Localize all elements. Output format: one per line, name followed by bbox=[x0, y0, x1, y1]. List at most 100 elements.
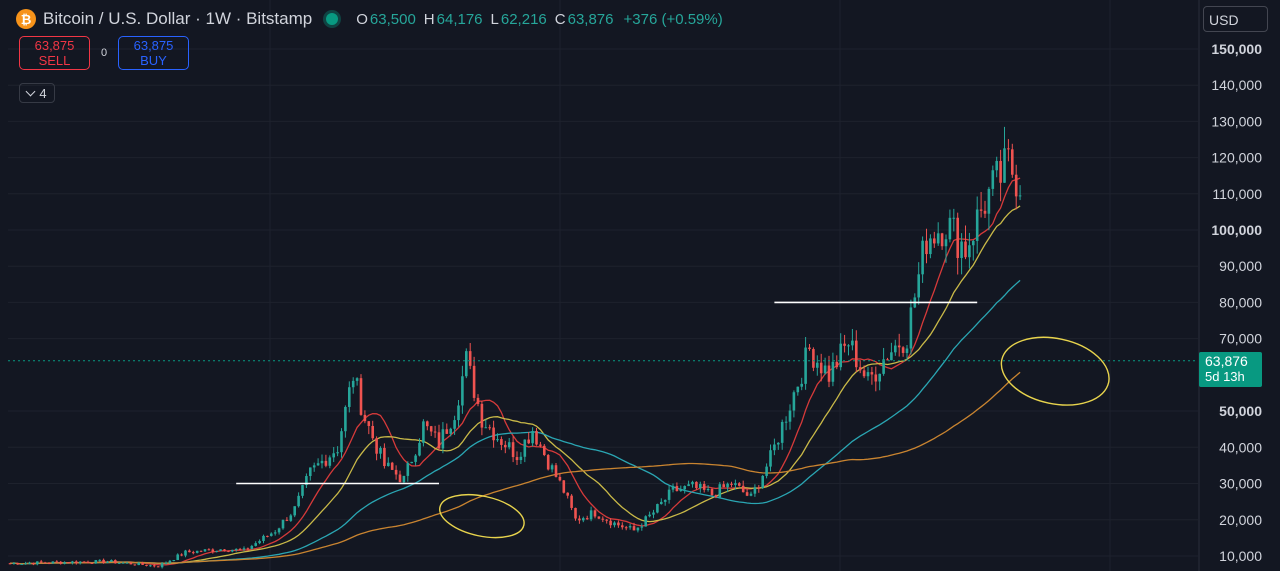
candle-body bbox=[605, 519, 608, 521]
price-axis[interactable]: 150,000 140,000 130,000 120,000 110,000 100,0… bbox=[1211, 41, 1262, 564]
candle-body bbox=[223, 549, 226, 551]
candle-body bbox=[437, 432, 441, 449]
open-label: O bbox=[356, 10, 368, 28]
sell-button[interactable]: 63,875 SELL bbox=[19, 36, 90, 70]
candle-body bbox=[320, 460, 324, 464]
candle-body bbox=[192, 552, 195, 554]
candle-body bbox=[394, 469, 398, 475]
candle-body bbox=[878, 373, 881, 382]
candle-body bbox=[964, 241, 967, 258]
buy-label: BUY bbox=[140, 53, 167, 68]
candle-body bbox=[164, 562, 168, 564]
candle-body bbox=[601, 518, 605, 520]
candle-body bbox=[160, 563, 164, 568]
candle-body bbox=[270, 533, 273, 536]
candle-body bbox=[995, 160, 998, 171]
candle-body bbox=[504, 444, 507, 448]
candle-body bbox=[1007, 148, 1010, 150]
candle-body bbox=[340, 431, 343, 453]
indicators-toggle-button[interactable]: 4 bbox=[19, 83, 55, 103]
currency-select[interactable]: USD bbox=[1203, 6, 1268, 32]
candle-body bbox=[117, 562, 121, 564]
candle-body bbox=[667, 489, 671, 500]
candle-body bbox=[63, 562, 66, 564]
candle-body bbox=[1018, 195, 1022, 197]
candle-body bbox=[328, 457, 332, 466]
candle-body bbox=[714, 495, 718, 498]
candle-body bbox=[285, 519, 289, 521]
symbol-title[interactable]: Bitcoin / U.S. Dollar · 1W · Bitstamp bbox=[43, 9, 313, 28]
candle-body bbox=[894, 345, 897, 353]
candle-body bbox=[293, 506, 296, 516]
market-status-dot-icon[interactable] bbox=[326, 13, 339, 25]
candle-body bbox=[909, 307, 913, 349]
candle-body bbox=[231, 549, 234, 552]
candle-body bbox=[1003, 148, 1006, 183]
candle-body bbox=[433, 431, 437, 433]
candle-body bbox=[309, 467, 312, 477]
candle-body bbox=[968, 245, 971, 258]
candle-body bbox=[465, 351, 468, 377]
candle-body bbox=[47, 562, 51, 564]
close-value: 63,876 bbox=[567, 10, 614, 28]
candle-body bbox=[281, 519, 285, 529]
candle-body bbox=[527, 439, 530, 444]
candle-body bbox=[648, 514, 651, 517]
candle-body bbox=[363, 414, 367, 422]
candle-body bbox=[663, 499, 667, 502]
candle-body bbox=[153, 565, 156, 567]
candle-body bbox=[297, 495, 300, 507]
candle-body bbox=[289, 515, 293, 521]
candle-body bbox=[936, 233, 940, 244]
candle-body bbox=[141, 562, 144, 565]
sell-label: SELL bbox=[38, 53, 71, 68]
price-axis-tick-label: 90,000 bbox=[1219, 258, 1262, 274]
candle-body bbox=[531, 431, 534, 444]
candle-body bbox=[952, 217, 956, 219]
candle-body bbox=[562, 480, 566, 493]
candle-body bbox=[999, 160, 1002, 183]
candle-body bbox=[211, 549, 215, 552]
candle-body bbox=[379, 447, 382, 454]
candle-body bbox=[901, 347, 905, 353]
low-label: L bbox=[490, 10, 499, 28]
price-axis-tick-label: 20,000 bbox=[1219, 512, 1262, 528]
candle-body bbox=[114, 560, 117, 564]
candle-body bbox=[948, 217, 952, 240]
candle-body bbox=[741, 485, 745, 493]
candle-body bbox=[410, 461, 413, 464]
candle-body bbox=[344, 406, 347, 432]
candle-body bbox=[125, 562, 129, 564]
candle-body bbox=[51, 561, 55, 564]
candle-body bbox=[476, 397, 480, 404]
candle-body bbox=[82, 561, 86, 563]
candle-body bbox=[207, 549, 211, 551]
candle-body bbox=[176, 554, 179, 560]
price-axis-tick-label: 70,000 bbox=[1219, 331, 1262, 347]
candle-body bbox=[570, 495, 573, 508]
candle-body bbox=[195, 550, 199, 553]
candle-body bbox=[371, 425, 374, 439]
candle-body bbox=[609, 520, 612, 526]
candle-body bbox=[86, 561, 90, 563]
candle-body bbox=[351, 380, 355, 388]
candle-body bbox=[301, 485, 304, 496]
candle-body bbox=[156, 566, 160, 568]
last-price-value: 63,876 bbox=[1205, 353, 1248, 369]
candle-body bbox=[168, 560, 172, 563]
candle-body bbox=[67, 562, 70, 564]
candle-body bbox=[597, 516, 601, 519]
candle-body bbox=[874, 374, 878, 382]
annotation-ellipse bbox=[1000, 336, 1110, 406]
price-axis-tick-label: 130,000 bbox=[1211, 113, 1262, 129]
candle-body bbox=[757, 487, 761, 489]
candle-body bbox=[312, 465, 316, 468]
candle-body bbox=[246, 548, 250, 550]
candle-body bbox=[585, 518, 589, 520]
buy-button[interactable]: 63,875 BUY bbox=[118, 36, 189, 70]
candle-body bbox=[426, 421, 429, 427]
candle-body bbox=[137, 562, 140, 566]
candle-body bbox=[32, 562, 35, 565]
symbol-header: ₿ Bitcoin / U.S. Dollar · 1W · Bitstamp … bbox=[16, 7, 723, 31]
